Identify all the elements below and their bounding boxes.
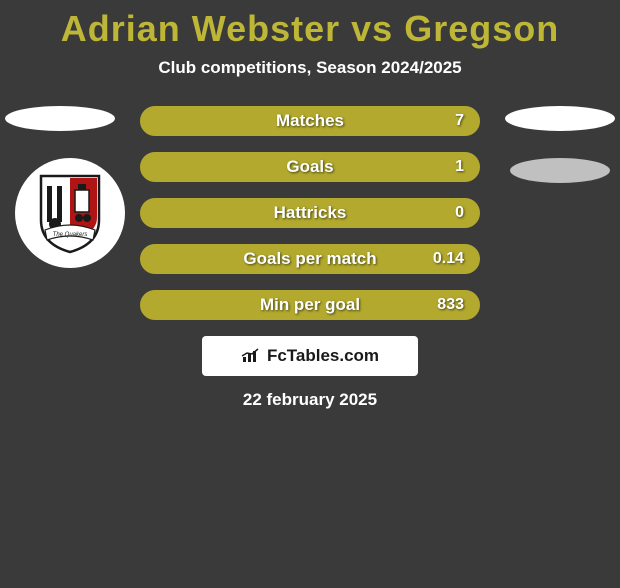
club-crest: The Quakers — [15, 158, 125, 268]
bar-label: Matches — [142, 108, 478, 134]
player-right-oval-secondary — [510, 158, 610, 183]
svg-text:The Quakers: The Quakers — [53, 232, 88, 238]
bar-label: Min per goal — [142, 292, 478, 318]
bar-label: Goals — [142, 154, 478, 180]
bar-value: 7 — [455, 108, 464, 134]
bar-goals: Goals 1 — [140, 152, 480, 182]
bar-goals-per-match: Goals per match 0.14 — [140, 244, 480, 274]
date-line: 22 february 2025 — [0, 390, 620, 410]
page-title: Adrian Webster vs Gregson — [0, 8, 620, 50]
bar-min-per-goal: Min per goal 833 — [140, 290, 480, 320]
title-text: Adrian Webster vs Gregson — [61, 8, 559, 49]
bar-label: Hattricks — [142, 200, 478, 226]
bar-value: 1 — [455, 154, 464, 180]
bar-hattricks: Hattricks 0 — [140, 198, 480, 228]
comparison-stage: The Quakers Matches 7 Goals 1 Hattricks … — [0, 106, 620, 410]
subtitle: Club competitions, Season 2024/2025 — [0, 58, 620, 78]
stat-bars: Matches 7 Goals 1 Hattricks 0 Goals per … — [140, 106, 480, 320]
watermark-text: FcTables.com — [267, 346, 379, 366]
chart-icon — [241, 348, 261, 364]
bar-label: Goals per match — [142, 246, 478, 272]
player-left-oval — [5, 106, 115, 131]
crest-svg: The Quakers — [37, 172, 103, 254]
bar-value: 0 — [455, 200, 464, 226]
bar-matches: Matches 7 — [140, 106, 480, 136]
bar-value: 833 — [437, 292, 464, 318]
subtitle-text: Club competitions, Season 2024/2025 — [158, 58, 461, 77]
bar-value: 0.14 — [433, 246, 464, 272]
player-right-oval — [505, 106, 615, 131]
watermark: FcTables.com — [202, 336, 418, 376]
date-text: 22 february 2025 — [243, 390, 377, 409]
crest-shield: The Quakers — [37, 172, 103, 254]
